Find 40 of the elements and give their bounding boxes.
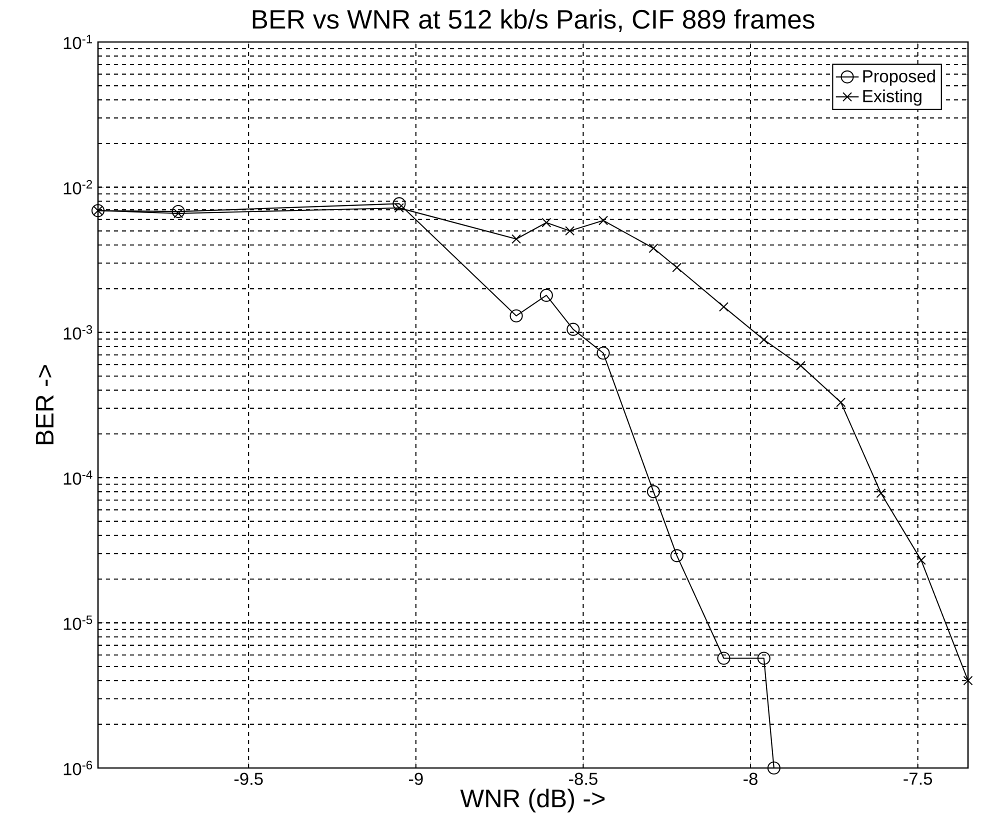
point: [963, 676, 973, 686]
y-tick-label: 10$^{-6}$: [64, 760, 92, 776]
point: [648, 243, 658, 254]
point: [510, 309, 523, 322]
point: [717, 652, 730, 665]
x-tick-label: -7.5: [904, 772, 932, 785]
y-tick-label: 10$^{-2}$: [64, 180, 92, 194]
point: [512, 234, 522, 244]
y-tick-label: 10$^{-1}$: [64, 34, 92, 50]
point: [670, 549, 684, 562]
point: [598, 216, 608, 226]
point: [916, 555, 926, 565]
y-tick-label: 10$^{-3}$: [64, 325, 92, 340]
point: [876, 488, 886, 498]
point: [796, 360, 806, 370]
point: [540, 288, 553, 302]
y-axis-title: BER ->: [36, 365, 54, 444]
x-tick-label: -9.5: [234, 772, 263, 785]
point: [718, 302, 729, 312]
legend-label: Proposed: [863, 70, 935, 86]
x-tick-label: -8.5: [569, 772, 598, 785]
chart-title: BER vs WNR at 512 kb/s Paris, CIF 889 frames: [252, 9, 814, 32]
point: [596, 346, 610, 360]
legend-label: Existing: [863, 90, 922, 106]
point: [542, 218, 552, 228]
point: [646, 485, 660, 498]
x-tick-label: -8: [744, 772, 758, 785]
point: [392, 197, 406, 210]
point: [566, 322, 580, 336]
point: [836, 398, 846, 408]
y-tick-label: 10$^{-4}$: [64, 470, 92, 485]
x-axis-title: WNR (dB) ->: [460, 788, 605, 812]
point: [757, 652, 770, 665]
y-tick-label: 10$^{-5}$: [64, 616, 92, 630]
point: [565, 226, 575, 236]
point: [767, 761, 780, 775]
point: [672, 262, 682, 272]
point: [172, 204, 185, 218]
x-tick-label: -9: [408, 772, 423, 785]
point: [759, 334, 769, 345]
